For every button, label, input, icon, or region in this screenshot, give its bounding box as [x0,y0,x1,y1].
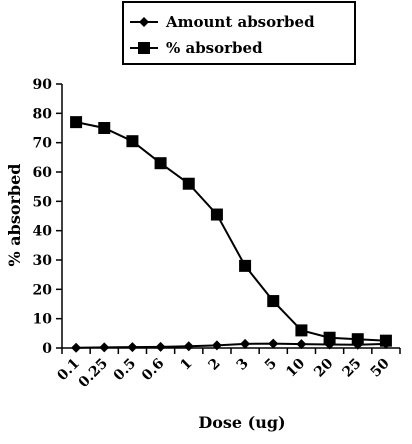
data-point-percent-absorbed [351,333,364,346]
data-point-amount-absorbed [71,342,82,353]
y-tick-label: 30 [33,253,53,269]
y-tick-label: 90 [33,77,53,93]
data-point-percent-absorbed [98,122,111,134]
legend-label-percent-absorbed: % absorbed [166,39,263,57]
data-point-amount-absorbed [268,338,279,349]
x-tick-label: 1 [177,356,195,374]
x-tick-label: 25 [339,356,364,381]
x-tick-label: 0.25 [76,356,111,391]
y-tick-label: 20 [33,282,53,298]
x-tick-label: 0.6 [139,356,168,385]
data-point-percent-absorbed [182,177,195,190]
data-point-percent-absorbed [70,116,83,129]
y-tick-label: 80 [33,106,53,122]
y-tick-label: 70 [33,136,53,152]
data-point-percent-absorbed [323,331,336,344]
series-line-amount-absorbed [76,342,386,349]
x-tick-label: 20 [311,355,336,380]
data-point-percent-absorbed [154,157,167,170]
x-tick-label: 0.5 [111,356,140,385]
y-tick-label: 50 [33,194,53,210]
data-point-percent-absorbed [239,259,252,272]
x-tick-label: 10 [283,355,308,380]
y-tick-label: 0 [42,341,52,357]
x-tick-label: 5 [262,356,280,374]
x-tick-label: 3 [234,356,252,374]
legend-marker-percent-absorbed [138,42,150,54]
series-line-percent-absorbed [75,121,386,342]
legend-box [122,1,356,65]
data-point-percent-absorbed [126,135,139,148]
legend-label-amount-absorbed: Amount absorbed [165,13,315,31]
y-axis-title: % absorbed [5,164,24,267]
legend-marker-amount-absorbed [139,17,149,27]
y-tick-label: 10 [33,312,53,328]
data-point-amount-absorbed [155,341,166,352]
data-point-amount-absorbed [296,339,307,350]
x-tick-label: 50 [368,355,393,380]
y-tick-label: 40 [33,224,53,240]
data-point-percent-absorbed [379,334,392,347]
x-tick-label: 2 [206,356,224,374]
y-tick-label: 60 [33,165,53,181]
data-point-amount-absorbed [211,340,222,351]
data-point-percent-absorbed [210,208,223,221]
data-point-amount-absorbed [183,341,194,352]
data-point-amount-absorbed [99,342,110,353]
data-point-amount-absorbed [127,342,138,353]
data-point-amount-absorbed [240,338,251,349]
legend: Amount absorbed % absorbed [122,1,356,65]
x-axis-title: Dose (ug) [198,413,285,432]
data-point-percent-absorbed [267,295,280,308]
data-point-percent-absorbed [295,324,308,337]
